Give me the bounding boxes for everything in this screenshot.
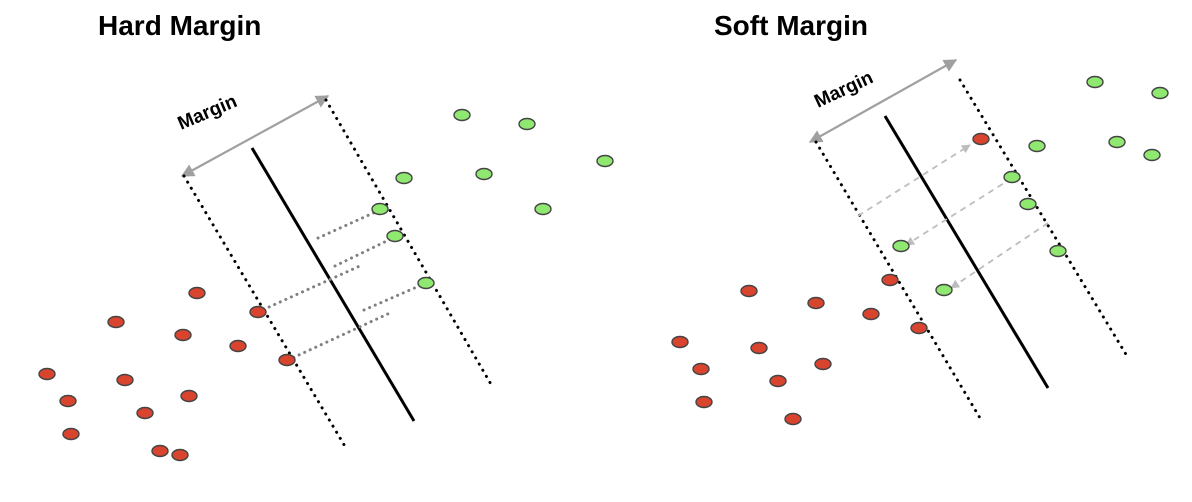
soft-slack-connectors: [857, 144, 1049, 289]
red-point: [188, 286, 206, 300]
red-point: [750, 341, 768, 355]
green-support-vector: [386, 229, 404, 243]
slack-connector: [905, 177, 1013, 246]
slack-connector: [857, 144, 971, 217]
red-point: [171, 448, 189, 462]
red-support-vector: [249, 305, 267, 319]
hard-connector: [362, 281, 428, 312]
green-misclassified-point: [892, 239, 910, 253]
red-point: [784, 412, 802, 426]
green-misclassified-point: [935, 283, 953, 297]
green-support-vector: [371, 202, 389, 216]
red-point: [151, 444, 169, 458]
green-point: [596, 154, 614, 168]
green-point: [395, 171, 413, 185]
red-point: [116, 373, 134, 387]
red-point: [229, 339, 247, 353]
red-point: [59, 394, 77, 408]
hard-red-points: [38, 286, 296, 462]
green-point: [518, 117, 536, 131]
red-point: [692, 362, 710, 376]
red-support-vector: [881, 273, 899, 287]
red-point: [695, 395, 713, 409]
hard-connector: [286, 310, 394, 362]
soft-margin-upper-boundary: [958, 78, 1129, 358]
red-point: [62, 427, 80, 441]
hard-connector: [333, 235, 397, 268]
hard-support-connectors: [256, 208, 428, 362]
green-support-vector: [1019, 197, 1037, 211]
green-point: [534, 202, 552, 216]
hard-margin-label: Margin: [175, 91, 241, 135]
red-point: [671, 335, 689, 349]
slack-connector: [950, 222, 1049, 289]
green-point: [1028, 139, 1046, 153]
red-point: [862, 307, 880, 321]
green-point: [1086, 75, 1104, 89]
soft-margin-panel: Margin: [671, 59, 1169, 426]
red-point: [769, 374, 787, 388]
red-point: [180, 389, 198, 403]
green-point: [475, 167, 493, 181]
soft-decision-boundary: [883, 115, 1050, 389]
hard-margin-arrow: [180, 95, 330, 177]
red-point: [136, 406, 154, 420]
hard-margin-lower-boundary: [182, 174, 348, 450]
hard-margin-title: Hard Margin: [98, 10, 262, 41]
soft-margin-title: Soft Margin: [714, 10, 868, 41]
hard-margin-upper-boundary: [324, 98, 494, 388]
hard-connector: [316, 208, 382, 240]
soft-margin-label: Margin: [811, 67, 876, 112]
green-support-vector: [417, 276, 435, 290]
green-point: [1143, 148, 1161, 162]
red-support-vector: [910, 321, 928, 335]
red-point: [814, 357, 832, 371]
hard-green-points: [371, 108, 614, 290]
red-point: [807, 296, 825, 310]
hard-connector: [256, 263, 364, 314]
red-point: [740, 284, 758, 298]
green-point: [1151, 86, 1169, 100]
green-support-vector: [1003, 170, 1021, 184]
green-point: [453, 108, 471, 122]
red-misclassified-point: [972, 132, 990, 146]
green-point: [1108, 135, 1126, 149]
hard-margin-panel: Margin: [38, 91, 614, 462]
hard-decision-boundary: [250, 147, 416, 422]
red-point: [174, 328, 192, 342]
red-point: [38, 367, 56, 381]
soft-green-points: [892, 75, 1169, 297]
soft-red-points: [671, 132, 990, 426]
green-support-vector: [1049, 244, 1067, 258]
red-support-vector: [278, 353, 296, 367]
soft-margin-arrow: [808, 59, 958, 143]
red-point: [107, 315, 125, 329]
